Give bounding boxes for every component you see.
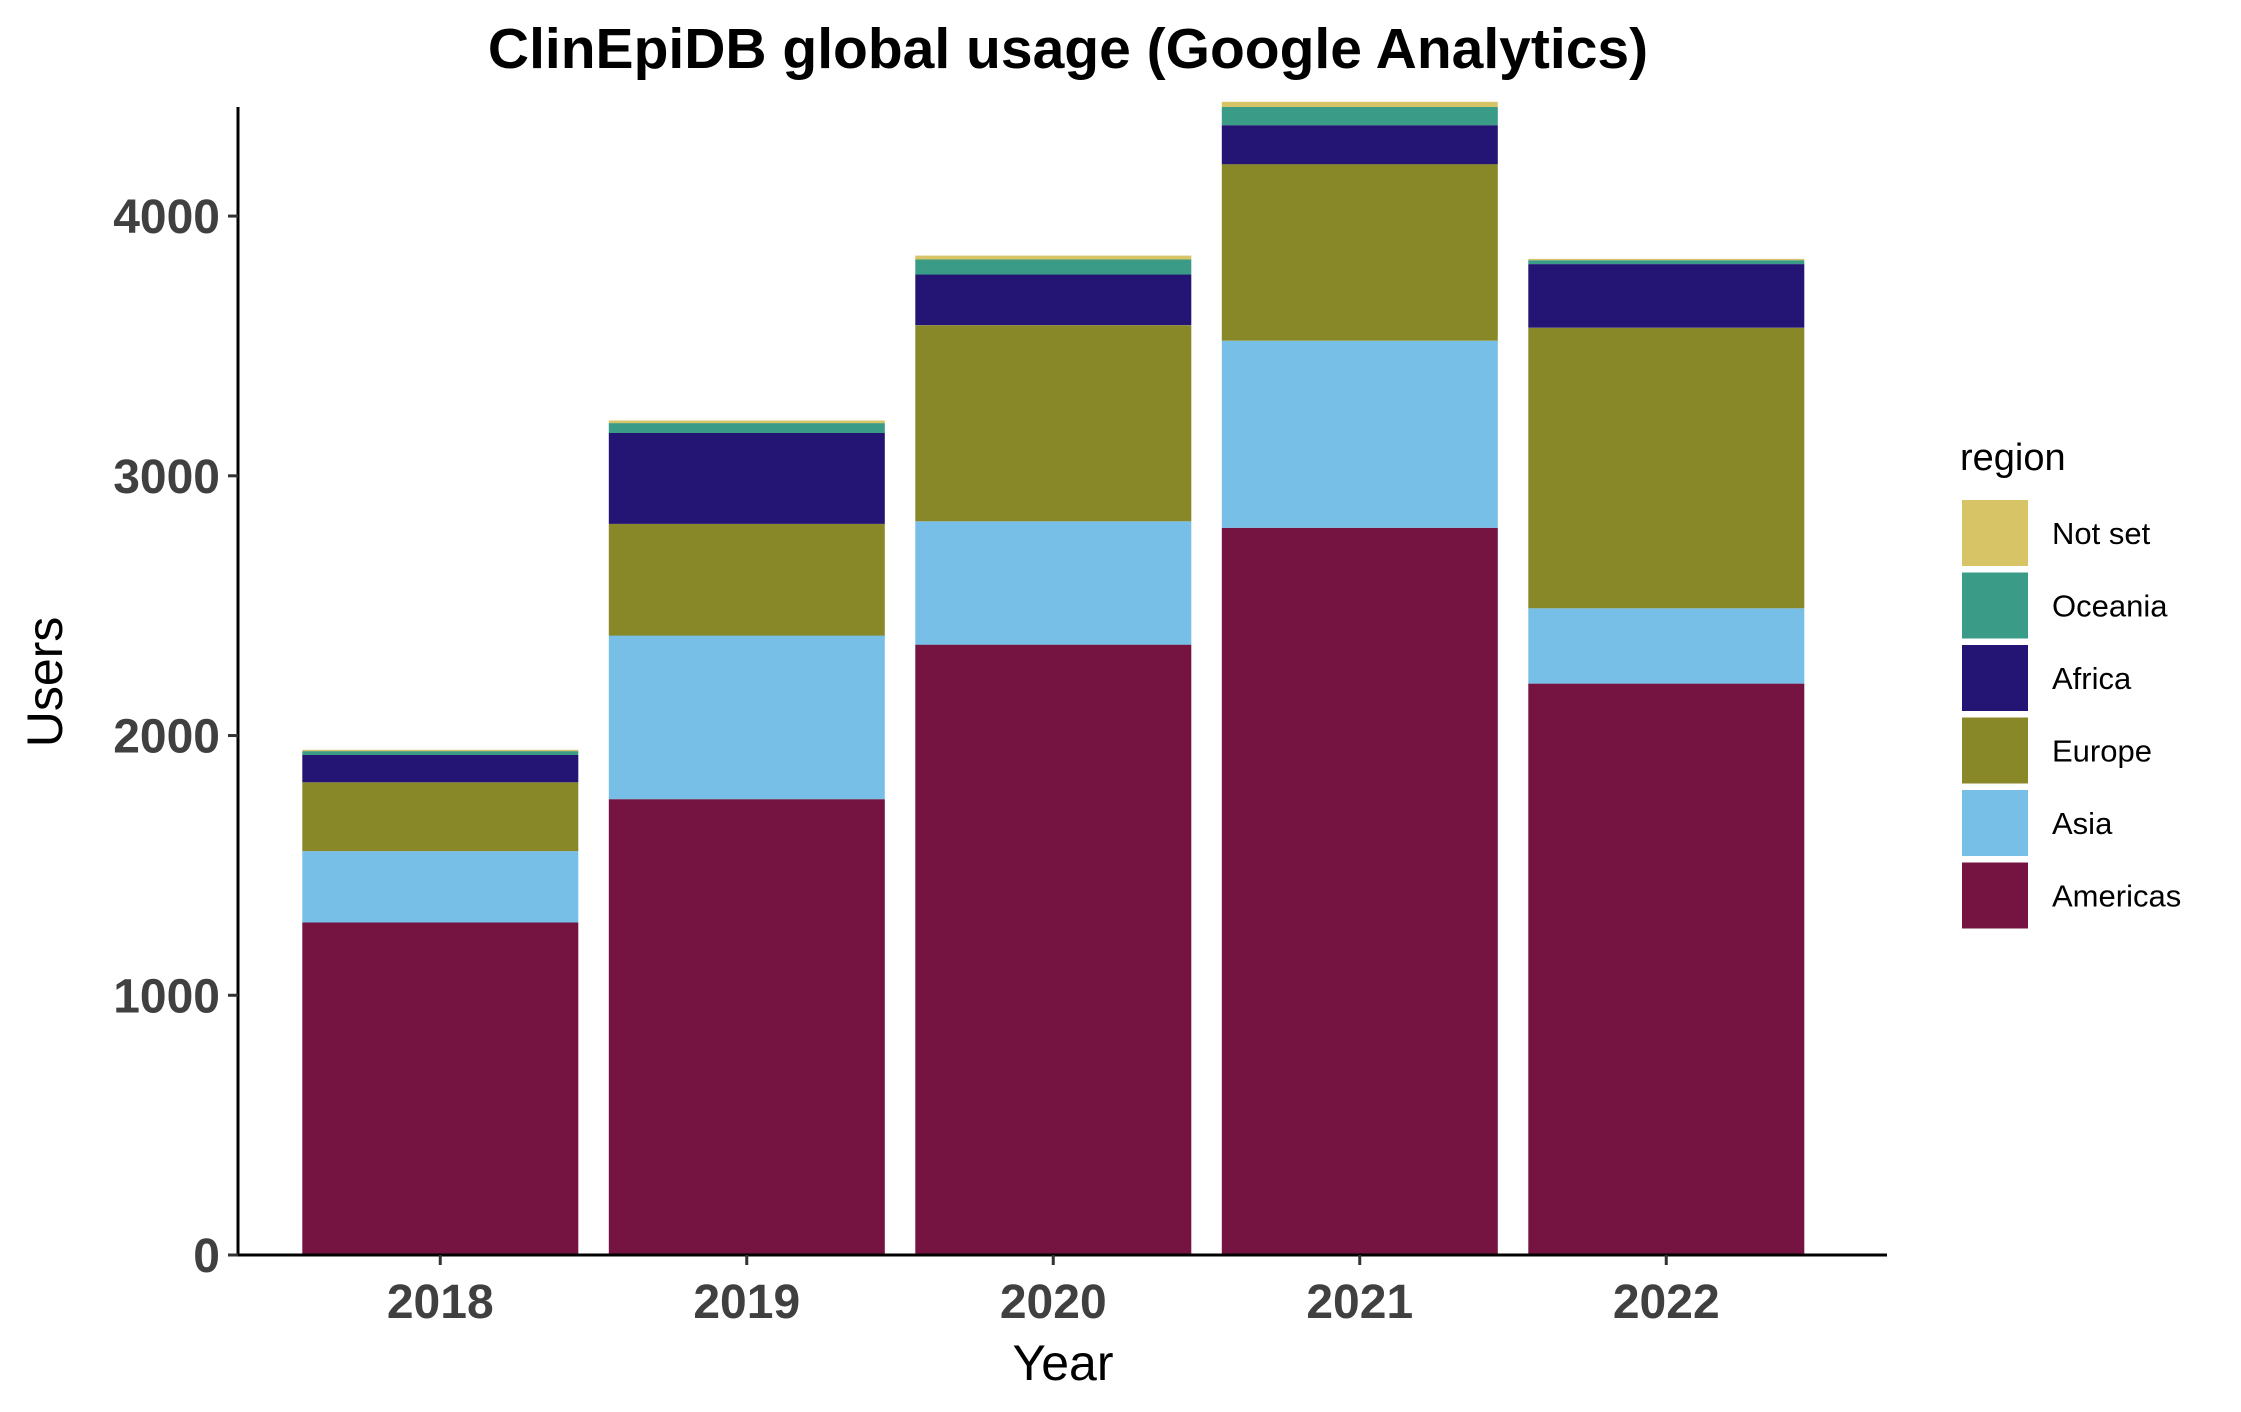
bar-2020-americas xyxy=(915,644,1192,1255)
legend: region Not set Oceania Africa Europe Asia Ame… xyxy=(1960,437,2181,929)
legend-label-not-set: Not set xyxy=(2052,516,2151,551)
bar-2022-oceania xyxy=(1528,260,1805,265)
bar-2022-europe xyxy=(1528,327,1805,609)
legend-title: region xyxy=(1960,437,2066,479)
bar-2022-africa xyxy=(1528,264,1805,328)
legend-label-oceania: Oceania xyxy=(2052,589,2168,624)
bar-2020-oceania xyxy=(915,259,1192,275)
x-axis-ticks: 2018 2019 2020 2021 2022 xyxy=(387,1255,1720,1329)
bar-2021-asia xyxy=(1221,340,1498,528)
bar-2020-not-set xyxy=(915,255,1192,260)
bar-2022-asia xyxy=(1528,608,1805,684)
bar-2021-africa xyxy=(1221,125,1498,165)
x-tick-label-2022: 2022 xyxy=(1613,1276,1720,1329)
bar-2021-oceania xyxy=(1221,107,1498,126)
bar-2019-americas xyxy=(608,799,885,1255)
bar-2019-asia xyxy=(608,635,885,800)
bar-2018-not-set xyxy=(302,749,579,752)
legend-key-asia xyxy=(1962,790,2028,856)
x-tick-label-2021: 2021 xyxy=(1306,1276,1413,1329)
bar-2019-not-set xyxy=(608,420,885,424)
legend-items: Not set Oceania Africa Europe Asia Americas xyxy=(1962,500,2181,929)
x-axis-title: Year xyxy=(1012,1335,1113,1391)
y-tick-label-3000: 3000 xyxy=(113,451,220,504)
bar-2018-europe xyxy=(302,782,579,852)
legend-label-europe: Europe xyxy=(2052,734,2152,769)
bar-2018-africa xyxy=(302,755,579,783)
bar-2019-europe xyxy=(608,523,885,636)
bar-2020-europe xyxy=(915,325,1192,522)
x-tick-label-2020: 2020 xyxy=(1000,1276,1107,1329)
bar-2018-asia xyxy=(302,851,579,923)
legend-label-asia: Asia xyxy=(2052,806,2113,841)
legend-key-not-set xyxy=(1962,500,2028,566)
bar-2022-americas xyxy=(1528,683,1805,1255)
legend-key-oceania xyxy=(1962,572,2028,639)
y-tick-label-2000: 2000 xyxy=(113,711,220,764)
y-tick-label-0: 0 xyxy=(193,1230,220,1283)
bar-2021-not-set xyxy=(1221,101,1498,107)
y-axis-title: Users xyxy=(17,617,73,748)
bar-2021-americas xyxy=(1221,527,1498,1255)
bar-2021-europe xyxy=(1221,164,1498,341)
x-tick-label-2019: 2019 xyxy=(693,1276,800,1329)
bar-2018-americas xyxy=(302,922,579,1255)
legend-key-europe xyxy=(1962,717,2028,784)
y-tick-label-4000: 4000 xyxy=(113,191,220,244)
x-tick-label-2018: 2018 xyxy=(387,1276,494,1329)
legend-key-americas xyxy=(1962,862,2028,929)
legend-key-africa xyxy=(1962,645,2028,711)
legend-label-americas: Americas xyxy=(2052,879,2181,914)
bar-2020-asia xyxy=(915,521,1192,645)
bar-2022-not-set xyxy=(1528,258,1805,261)
bar-2019-africa xyxy=(608,433,885,524)
y-axis-ticks: 0 1000 2000 3000 4000 xyxy=(113,191,238,1283)
bar-2020-africa xyxy=(915,274,1192,326)
bar-2019-oceania xyxy=(608,423,885,433)
legend-label-africa: Africa xyxy=(2052,661,2132,696)
bar-2018-oceania xyxy=(302,751,579,755)
y-tick-label-1000: 1000 xyxy=(113,970,220,1023)
bars-layer xyxy=(302,101,1805,1255)
chart-title: ClinEpiDB global usage (Google Analytics… xyxy=(488,17,1648,81)
